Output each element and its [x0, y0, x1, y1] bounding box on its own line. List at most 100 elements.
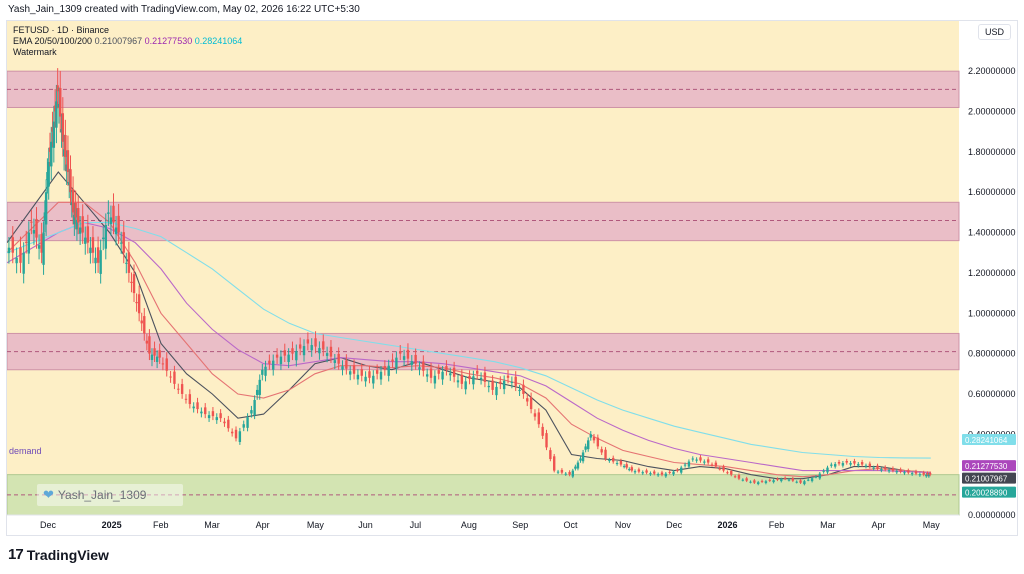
- candle-body: [91, 237, 95, 253]
- candle-body: [619, 460, 623, 465]
- candle-body: [907, 470, 910, 473]
- ema-value-2: 0.21277530: [144, 36, 193, 46]
- tradingview-logo[interactable]: 17 TradingView: [8, 546, 109, 563]
- candle-body: [345, 360, 348, 369]
- candle-body: [884, 467, 887, 470]
- candle-body: [140, 320, 143, 324]
- candle-body: [810, 478, 814, 482]
- chart-legend: FETUSD · 1D · Binance EMA 20/50/100/200 …: [13, 25, 242, 58]
- candle-body: [73, 214, 76, 225]
- candle-body: [460, 374, 464, 384]
- candle-body: [130, 281, 133, 283]
- candle-body: [822, 470, 825, 472]
- candle-body: [375, 370, 379, 374]
- tv-logo-icon: 17: [8, 546, 24, 563]
- candle-body: [50, 141, 53, 167]
- currency-selector[interactable]: USD: [977, 24, 1011, 40]
- candle-body: [799, 480, 802, 483]
- candle-body: [64, 135, 67, 157]
- candle-body: [581, 452, 585, 462]
- candle-body: [318, 348, 321, 354]
- candle-body: [452, 367, 456, 377]
- candle-body: [329, 346, 333, 357]
- candle-body: [132, 274, 136, 294]
- candle-body: [433, 375, 437, 384]
- candle-body: [66, 150, 70, 173]
- x-tick-label: Oct: [564, 520, 579, 530]
- x-tick-label: Mar: [820, 520, 836, 530]
- candle-body: [476, 370, 479, 374]
- chart-header-text: Yash_Jain_1309 created with TradingView.…: [8, 4, 360, 15]
- candle-body: [630, 467, 634, 471]
- ema-value-3: 0.28241064: [194, 36, 243, 46]
- x-tick-label: Mar: [204, 520, 220, 530]
- candle-body: [322, 341, 325, 350]
- demand-zone-label: demand: [9, 446, 42, 456]
- candle-body: [47, 161, 50, 187]
- candle-body: [379, 371, 383, 380]
- candle-body: [35, 218, 38, 238]
- candle-body: [372, 375, 375, 384]
- candle-body: [714, 462, 718, 467]
- candle-body: [456, 380, 460, 383]
- candle-body: [125, 262, 128, 264]
- candle-body: [84, 237, 87, 244]
- candle-body: [122, 232, 125, 253]
- candle-body: [514, 376, 517, 386]
- candle-body: [352, 365, 356, 374]
- candle-body: [22, 252, 25, 274]
- x-tick-label: May: [307, 520, 325, 530]
- candle-body: [258, 379, 261, 395]
- candle-body: [641, 472, 644, 474]
- candle-body: [295, 351, 298, 361]
- candle-body: [148, 336, 151, 354]
- candle-body: [668, 471, 671, 473]
- candle-body: [70, 202, 73, 206]
- candle-body: [89, 247, 92, 254]
- ema-label: EMA 20/50/100/200: [13, 36, 93, 46]
- x-tick-label: Aug: [461, 520, 477, 530]
- candle-body: [302, 346, 306, 356]
- candle-body: [57, 103, 61, 108]
- candle-body: [730, 471, 733, 475]
- symbol-line: FETUSD · 1D · Binance: [13, 25, 110, 35]
- candle-body: [215, 417, 218, 421]
- candle-body: [830, 464, 833, 466]
- heart-icon: ❤: [43, 487, 54, 502]
- price-label-value: 0.28241064: [965, 436, 1008, 445]
- candle-body: [826, 467, 829, 473]
- candle-body: [410, 361, 413, 365]
- candle-body: [596, 437, 600, 447]
- price-label-box: [962, 486, 1016, 498]
- candle-body: [25, 241, 28, 243]
- candle-body: [487, 385, 490, 388]
- candle-body: [656, 474, 660, 476]
- x-tick-label: Jun: [358, 520, 373, 530]
- candle-body: [783, 477, 787, 479]
- candle-body: [27, 232, 31, 254]
- chart-canvas[interactable]: 2.20000000 2.00000000 1.80000000 1.60000000…: [7, 21, 1017, 535]
- candle-body: [402, 356, 406, 360]
- author-name: Yash_Jain_1309: [57, 488, 147, 502]
- candle-body: [230, 431, 234, 434]
- chart-panel[interactable]: 2.20000000 2.00000000 1.80000000 1.60000000…: [6, 20, 1018, 536]
- candle-body: [741, 479, 745, 481]
- candle-body: [510, 381, 514, 383]
- candle-body: [37, 245, 41, 249]
- candle-body: [53, 105, 57, 112]
- candle-body: [306, 339, 310, 344]
- candle-body: [710, 464, 714, 466]
- candle-body: [695, 459, 698, 461]
- y-tick-label: 1.80000000: [968, 147, 1016, 157]
- candle-body: [925, 474, 928, 477]
- candle-body: [853, 460, 856, 464]
- candle-body: [242, 424, 245, 428]
- candle-body: [502, 380, 506, 390]
- candle-body: [683, 464, 687, 466]
- candle-body: [395, 357, 398, 368]
- candle-body: [102, 237, 105, 240]
- candle-body: [155, 356, 159, 363]
- candle-body: [633, 471, 637, 473]
- candle-body: [608, 460, 611, 462]
- candle-body: [560, 469, 564, 473]
